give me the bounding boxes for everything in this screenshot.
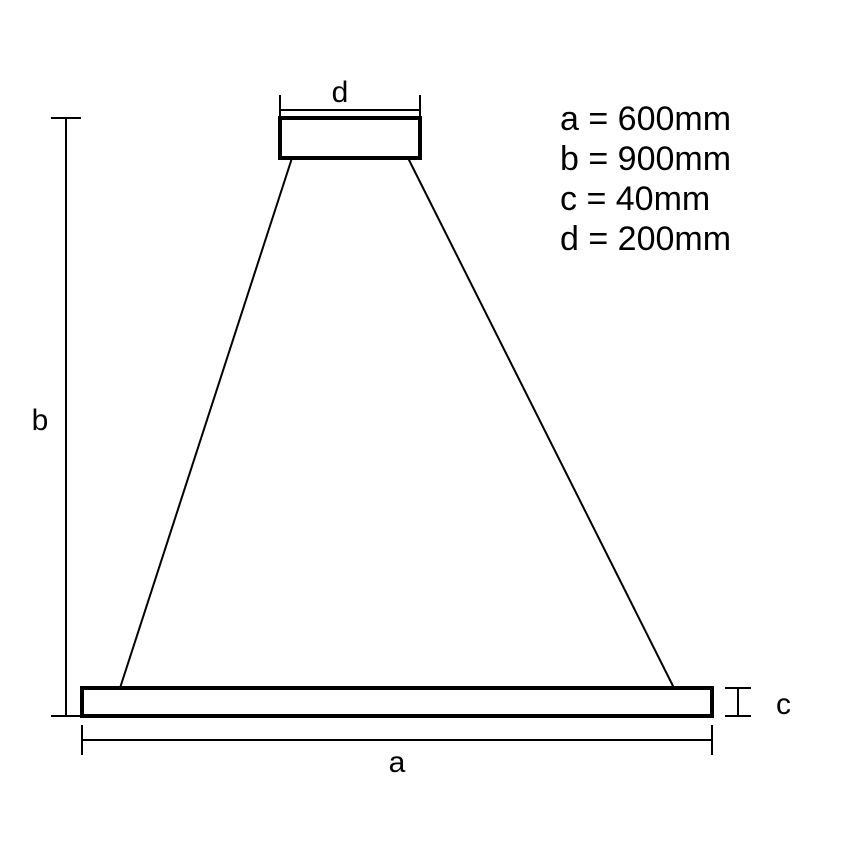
- legend-line: c = 40mm: [560, 180, 710, 218]
- suspension-wire-left: [120, 158, 292, 688]
- dim-c-label: c: [776, 688, 791, 721]
- dimension-a: a: [82, 725, 712, 779]
- dimension-b: b: [32, 118, 81, 716]
- lamp-ring-box: [82, 688, 712, 716]
- dimension-c: c: [725, 688, 791, 721]
- legend-line: d = 200mm: [560, 220, 731, 258]
- dim-b-label: b: [32, 404, 49, 437]
- dimension-legend: a = 600mmb = 900mmc = 40mmd = 200mm: [560, 100, 731, 258]
- dimension-diagram: d a b c a = 600mmb = 900mmc = 40mmd = 20…: [0, 0, 868, 868]
- dim-a-label: a: [389, 746, 406, 779]
- legend-line: b = 900mm: [560, 140, 731, 178]
- ceiling-mount-box: [280, 118, 420, 158]
- dim-d-label: d: [332, 76, 349, 109]
- legend-line: a = 600mm: [560, 100, 731, 138]
